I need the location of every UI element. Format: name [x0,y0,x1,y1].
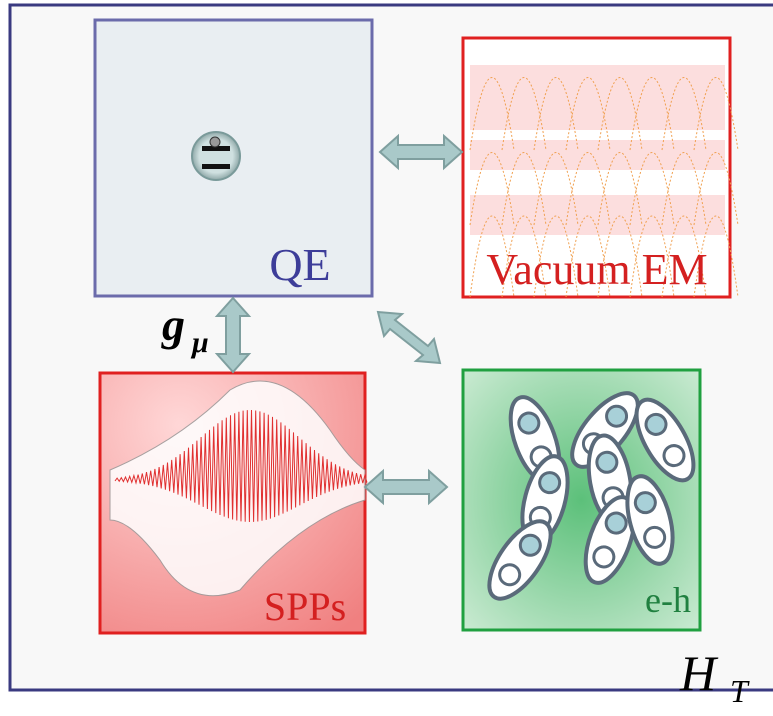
box-label: e-h [645,580,691,620]
page: QE Vacuum EM SPPs e-h g μ H T (() => { c… [0,0,773,716]
box-label: QE [269,239,330,290]
hamiltonian-symbol: H [679,645,719,701]
diagram: QE Vacuum EM SPPs e-h g μ H T [0,0,773,716]
box-label: Vacuum EM [486,245,707,294]
electron [595,451,618,474]
box-label: SPPs [264,584,346,629]
coupling-symbol: g [161,299,185,350]
qe-icon [192,132,240,180]
coupling-subscript: μ [190,326,209,359]
hamiltonian-subscript: T [730,673,750,709]
